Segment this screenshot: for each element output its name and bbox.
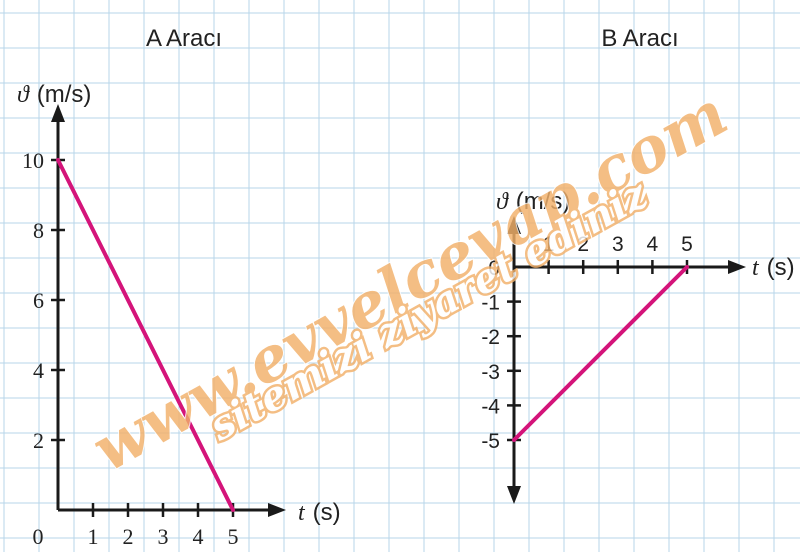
chart-a-x-tick-label: 5: [228, 524, 239, 549]
chart-b-x-tick-label: 4: [647, 233, 659, 256]
chart-b-y-tick-label: -4: [481, 395, 500, 418]
chart-a-ylabel-symbol: ϑ: [17, 82, 30, 108]
chart-b: B Aracı ϑ (m/s) t (s) 1 2 3 4 5 0 -1 -2 -3 -4 -5: [481, 25, 795, 504]
chart-a-y-tick-label: 2: [33, 428, 44, 453]
chart-a-xlabel: t (s): [298, 499, 341, 526]
chart-b-x-arrow: [728, 260, 746, 274]
chart-b-y-tick-label: 0: [488, 257, 500, 280]
chart-a-ylabel-unit: (m/s): [37, 81, 92, 108]
chart-a-y-arrow: [51, 104, 65, 122]
chart-b-ylabel-symbol: ϑ: [496, 189, 509, 215]
chart-a-x-arrow: [268, 503, 286, 517]
chart-a-x-tick-label: 2: [123, 524, 134, 549]
chart-a-y-tick-label: 4: [33, 358, 44, 383]
chart-b-x-tick-label: 5: [681, 233, 693, 256]
chart-a-xlabel-symbol: t: [298, 500, 306, 526]
chart-b-y-tick-label: -2: [481, 326, 500, 349]
chart-a-xlabel-unit: (s): [313, 499, 341, 526]
chart-b-x-tick-label: 1: [543, 233, 555, 256]
chart-a-x-tick-label: 1: [88, 524, 99, 549]
chart-a-title: A Aracı: [146, 25, 222, 52]
chart-b-y-arrow-down: [507, 486, 521, 504]
chart-a-y-tick-label: 10: [22, 148, 44, 173]
chart-b-title: B Aracı: [601, 25, 678, 52]
chart-b-xlabel-symbol: t: [752, 255, 760, 281]
watermark-line-2: sitemizi ziyaret ediniz: [201, 170, 657, 451]
chart-a-series-line: [56, 158, 235, 512]
chart-b-y-arrow: [507, 216, 521, 234]
chart-b-series-line: [512, 265, 689, 442]
chart-b-x-tick-label: 2: [577, 233, 589, 256]
chart-b-xlabel: t (s): [752, 254, 795, 281]
chart-b-ylabel: ϑ (m/s): [496, 188, 570, 215]
chart-a-series: [56, 158, 235, 512]
chart-b-ticks: 1 2 3 4 5 0 -1 -2 -3 -4 -5: [481, 233, 693, 453]
chart-b-ylabel-unit: (m/s): [516, 188, 571, 215]
chart-a-x-tick-label: 4: [193, 524, 204, 549]
chart-b-series: [512, 265, 689, 442]
chart-b-xlabel-unit: (s): [767, 254, 795, 281]
chart-a-x-tick-label: 3: [158, 524, 169, 549]
chart-b-y-tick-label: -3: [481, 361, 500, 384]
chart-a-ylabel: ϑ (m/s): [17, 81, 91, 108]
chart-a-y-tick-label: 8: [33, 218, 44, 243]
chart-a-y-tick-label: 6: [33, 288, 44, 313]
chart-b-y-tick-label: -5: [481, 430, 500, 453]
chart-b-y-tick-label: -1: [481, 292, 500, 315]
chart-a-origin-label: 0: [33, 524, 44, 549]
chart-b-x-tick-label: 3: [612, 233, 624, 256]
chart-b-axes: [507, 216, 746, 504]
